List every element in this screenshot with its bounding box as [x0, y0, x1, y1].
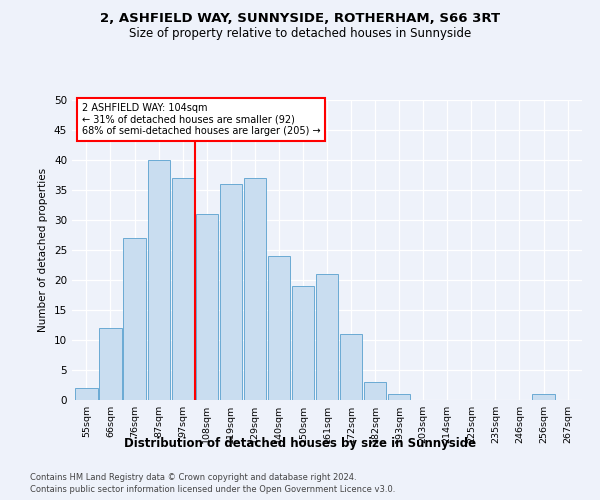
Text: Size of property relative to detached houses in Sunnyside: Size of property relative to detached ho…	[129, 28, 471, 40]
Bar	[292, 286, 314, 400]
Text: Distribution of detached houses by size in Sunnyside: Distribution of detached houses by size …	[124, 438, 476, 450]
Bar	[196, 214, 218, 400]
Bar	[268, 256, 290, 400]
Bar	[316, 274, 338, 400]
Bar	[220, 184, 242, 400]
Bar	[76, 388, 98, 400]
Y-axis label: Number of detached properties: Number of detached properties	[38, 168, 49, 332]
Text: Contains public sector information licensed under the Open Government Licence v3: Contains public sector information licen…	[30, 485, 395, 494]
Text: Contains HM Land Registry data © Crown copyright and database right 2024.: Contains HM Land Registry data © Crown c…	[30, 472, 356, 482]
Text: 2 ASHFIELD WAY: 104sqm
← 31% of detached houses are smaller (92)
68% of semi-det: 2 ASHFIELD WAY: 104sqm ← 31% of detached…	[82, 103, 320, 136]
Bar	[172, 178, 194, 400]
Bar	[532, 394, 554, 400]
Bar	[388, 394, 410, 400]
Bar	[340, 334, 362, 400]
Bar	[124, 238, 146, 400]
Text: 2, ASHFIELD WAY, SUNNYSIDE, ROTHERHAM, S66 3RT: 2, ASHFIELD WAY, SUNNYSIDE, ROTHERHAM, S…	[100, 12, 500, 26]
Bar	[244, 178, 266, 400]
Bar	[100, 328, 122, 400]
Bar	[148, 160, 170, 400]
Bar	[364, 382, 386, 400]
